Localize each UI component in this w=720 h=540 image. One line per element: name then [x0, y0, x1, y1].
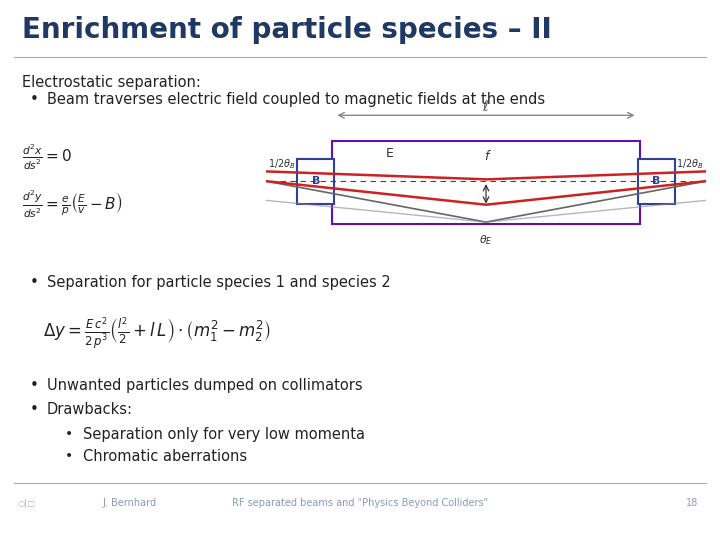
Text: Enrichment of particle species – II: Enrichment of particle species – II	[22, 16, 552, 44]
Text: $1/2\theta_B$: $1/2\theta_B$	[268, 157, 295, 171]
Text: Unwanted particles dumped on collimators: Unwanted particles dumped on collimators	[47, 378, 362, 393]
Text: $\ell$: $\ell$	[482, 99, 490, 114]
Bar	[637, 159, 675, 204]
Text: Chromatic aberrations: Chromatic aberrations	[83, 449, 247, 464]
Text: •: •	[30, 402, 39, 417]
Text: $\frac{d^2 x}{ds^2} = 0$: $\frac{d^2 x}{ds^2} = 0$	[22, 143, 72, 172]
Text: •: •	[30, 275, 39, 291]
Bar	[297, 159, 335, 204]
Text: •: •	[65, 449, 73, 463]
Text: $\theta_E$: $\theta_E$	[479, 233, 493, 247]
Text: E: E	[385, 147, 393, 160]
Text: •: •	[30, 378, 39, 393]
Text: J. Bernhard: J. Bernhard	[102, 498, 157, 508]
Text: B: B	[652, 177, 660, 186]
Text: 18: 18	[686, 498, 698, 508]
Text: RF separated beams and "Physics Beyond Colliders": RF separated beams and "Physics Beyond C…	[232, 498, 488, 508]
Text: $1/2\theta_B$: $1/2\theta_B$	[677, 157, 704, 171]
Text: Separation only for very low momenta: Separation only for very low momenta	[83, 427, 365, 442]
Text: f: f	[484, 151, 488, 164]
Text: Separation for particle species 1 and species 2: Separation for particle species 1 and sp…	[47, 275, 390, 291]
Text: Electrostatic separation:: Electrostatic separation:	[22, 75, 200, 90]
Text: B: B	[312, 177, 320, 186]
Bar	[332, 140, 640, 224]
Text: Beam traverses electric field coupled to magnetic fields at the ends: Beam traverses electric field coupled to…	[47, 92, 545, 107]
Text: •: •	[30, 92, 39, 107]
Text: $\frac{d^2 y}{ds^2} = \frac{e}{p}\left(\frac{E}{v} - B\right)$: $\frac{d^2 y}{ds^2} = \frac{e}{p}\left(\…	[22, 189, 122, 220]
Text: Drawbacks:: Drawbacks:	[47, 402, 132, 417]
Text: $\Delta y = \frac{E\,c^2}{2\,p^3}\left(\frac{l^2}{2} + l\,L\right)\cdot\left(m_1: $\Delta y = \frac{E\,c^2}{2\,p^3}\left(\…	[43, 316, 271, 352]
Text: ○|□: ○|□	[18, 499, 36, 508]
Text: •: •	[65, 427, 73, 441]
